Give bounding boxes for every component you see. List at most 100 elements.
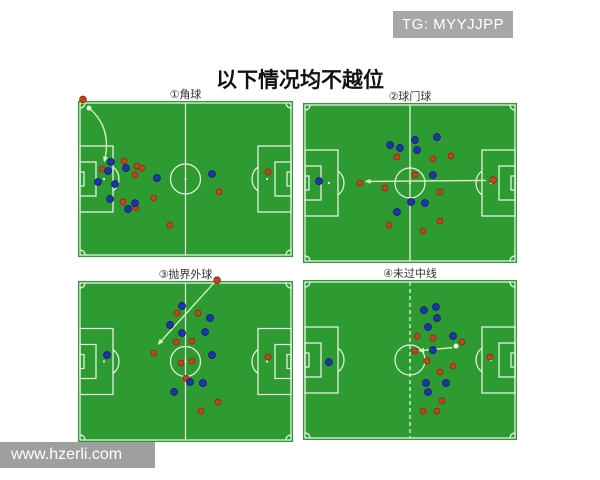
player-dot-red — [119, 198, 127, 206]
player-dot-blue — [449, 332, 457, 340]
penalty-spot-left — [327, 181, 331, 185]
player-dot-red — [177, 359, 185, 367]
corner-arc — [509, 281, 516, 288]
player-dot-blue — [324, 358, 333, 366]
player-dot-blue — [153, 174, 161, 182]
penalty-arc-left — [337, 170, 345, 196]
penalty-arc-right — [251, 349, 259, 374]
corner-arc — [304, 255, 311, 262]
player-dot-red — [138, 164, 146, 172]
player-dot-blue — [396, 144, 404, 152]
player-dot-red — [436, 217, 444, 225]
player-dot-blue — [422, 379, 430, 387]
player-dot-blue — [104, 167, 113, 175]
centre-spot — [184, 360, 187, 363]
field-throw-in: ③抛界外球 — [78, 269, 293, 442]
corner-arc — [285, 282, 292, 289]
player-dot-blue — [178, 302, 186, 310]
player-dot-red — [419, 227, 427, 235]
player-dot-red — [381, 184, 389, 192]
player-dot-blue — [433, 133, 441, 141]
player-dot-red — [172, 338, 180, 346]
corner-arc — [79, 102, 86, 109]
player-dot-blue — [94, 178, 102, 186]
pass-arrow — [157, 282, 214, 345]
player-dot-blue — [178, 329, 186, 337]
penalty-spot-right — [265, 360, 269, 363]
goal-left — [79, 171, 85, 187]
corner-arc — [285, 102, 292, 109]
corner-arc — [304, 432, 311, 439]
player-dot-blue — [208, 170, 216, 178]
centre-circle — [169, 163, 202, 195]
pitch-svg-corner-kick — [79, 95, 292, 256]
penalty-arc-right — [475, 347, 483, 373]
player-dot-red — [419, 407, 427, 415]
player-dot-red — [173, 309, 181, 317]
player-dot-blue — [201, 328, 209, 336]
penalty-spot-right — [265, 177, 269, 181]
player-dot-red — [98, 165, 106, 173]
player-dot-red — [215, 188, 223, 196]
player-dot-blue — [106, 157, 115, 166]
corner-arc — [304, 104, 311, 111]
goal-right — [286, 353, 292, 370]
goal-left — [304, 175, 310, 191]
centre-spot — [408, 181, 412, 185]
player-dot-red — [214, 398, 222, 406]
player-dot-red — [433, 407, 441, 415]
player-dot-red — [393, 153, 401, 161]
player-dot-blue — [424, 388, 432, 396]
tg-watermark-badge: TG: MYYJJPP — [393, 11, 513, 38]
penalty-arc-right — [475, 170, 483, 196]
page-title: 以下情况均不越位 — [216, 69, 384, 92]
field-before-halfway: ④未过中线 — [303, 268, 517, 440]
goal-right — [286, 171, 292, 187]
player-dot-blue — [407, 198, 415, 206]
goal-right — [510, 352, 516, 368]
player-dot-blue — [424, 323, 432, 331]
player-dot-blue — [393, 208, 401, 216]
corner-arc — [509, 432, 516, 439]
penalty-spot-left — [102, 177, 106, 181]
penalty-arc-left — [112, 349, 120, 374]
player-dot-blue — [386, 141, 394, 149]
corner-arc — [304, 281, 311, 288]
pass-arrow — [88, 107, 108, 163]
player-dot-red — [264, 353, 272, 361]
player-dot-red — [438, 397, 446, 405]
field-caption-throw-in: ③抛界外球 — [158, 269, 213, 281]
field-caption-goal-kick: ②球门球 — [388, 91, 432, 103]
centre-circle — [394, 167, 426, 199]
goal-area-right — [498, 165, 516, 201]
corner-arc — [285, 249, 292, 256]
player-dot-blue — [124, 205, 132, 213]
player-dot-blue — [186, 378, 194, 386]
player-dot-red — [385, 221, 393, 229]
player-dot-red — [150, 349, 158, 357]
player-dot-blue — [131, 199, 139, 208]
player-dot-red — [429, 334, 437, 342]
player-dot-blue — [431, 303, 440, 311]
site-watermark: www.hzerli.com — [0, 442, 155, 468]
player-dot-blue — [170, 388, 179, 396]
player-dot-red — [429, 155, 437, 163]
player-dot-red — [131, 171, 139, 179]
player-dot-red — [436, 188, 444, 196]
pass-arrow — [364, 178, 486, 184]
player-dot-red — [447, 152, 455, 160]
ball-white — [453, 343, 459, 349]
player-dot-blue — [103, 351, 111, 359]
centre-spot — [408, 358, 412, 362]
field-corner-kick: ①角球 — [78, 89, 293, 257]
player-dot-red — [188, 357, 196, 365]
player-dot-red — [264, 168, 272, 176]
player-dot-red — [197, 407, 205, 415]
player-dot-red — [413, 332, 421, 340]
player-dot-blue — [111, 180, 119, 188]
player-dot-blue — [433, 314, 441, 322]
player-dot-blue — [411, 136, 419, 144]
player-dot-red — [423, 357, 431, 365]
ball-red — [213, 276, 221, 284]
corner-arc — [285, 434, 292, 441]
